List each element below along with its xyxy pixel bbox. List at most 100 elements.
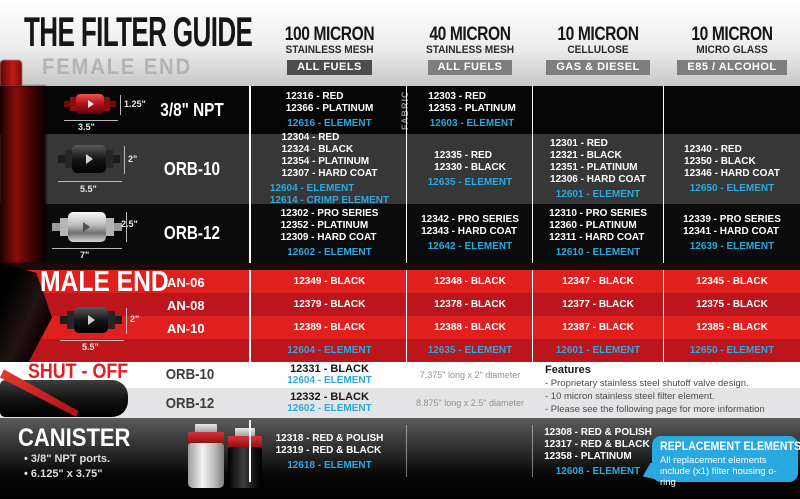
features-items: - Proprietary stainless steel shutoff va… — [545, 378, 765, 415]
canister-photo-black — [228, 428, 262, 488]
part-numbers: 12316 - RED 12366 - PLATINUM — [285, 90, 374, 114]
male-stripe-elements — [0, 339, 800, 362]
column-header-10-micron-microglass: 10 MICRON MICRO GLASS E85 / ALCOHOL — [664, 24, 800, 75]
row-orb12 — [0, 204, 800, 263]
cell-an06-microglass: 12345 - BLACK — [696, 276, 768, 287]
column-separator — [532, 425, 533, 477]
dimension-line — [124, 146, 125, 174]
column-media: STAINLESS MESH — [425, 44, 515, 56]
cell-an06-40micron: 12348 - BLACK — [434, 276, 506, 287]
part-numbers: 12308 - RED & POLISH 12317 - RED & BLACK… — [544, 426, 652, 462]
cell-canister-cellulose: 12308 - RED & POLISH 12317 - RED & BLACK… — [533, 422, 663, 482]
column-media: MICRO GLASS — [696, 44, 768, 56]
cell-orb12-100micron: 12302 - PRO SERIES 12352 - PLATINUM 1230… — [252, 204, 407, 263]
column-header-40-micron: 40 MICRON STAINLESS MESH ALL FUELS — [408, 24, 532, 75]
features-block: Features - Proprietary stainless steel s… — [545, 364, 795, 416]
cell-orb12-microglass: 12339 - PRO SERIES 12341 - HARD COAT 126… — [664, 204, 800, 263]
column-micron: 100 MICRON — [284, 24, 375, 45]
shutoff-row-orb12 — [0, 388, 800, 418]
element-microglass: 12650 - ELEMENT — [689, 345, 775, 356]
column-media: CELLULOSE — [567, 44, 629, 56]
male-band-top-edge — [0, 263, 800, 270]
element-numbers: 12635 - ELEMENT — [427, 176, 513, 188]
part-numbers: 12303 - RED 12353 - PLATINUM — [428, 90, 516, 114]
part-numbers: 12310 - PRO SERIES 12360 - PLATINUM 1231… — [549, 208, 647, 243]
shutoff-title: SHUT - OFF — [28, 360, 129, 383]
shutoff-row-orb10 — [0, 362, 800, 388]
element-numbers: 12602 - ELEMENT — [287, 247, 372, 258]
cell-an08-100micron: 12379 - BLACK — [293, 299, 366, 310]
part-numbers: 12318 - RED & POLISH 12319 - RED & BLACK — [275, 432, 384, 456]
fuel-badge: GAS & DIESEL — [546, 60, 650, 75]
cell-orb10-100micron: 12304 - RED 12324 - BLACK 12354 - PLATIN… — [252, 131, 407, 206]
red-filter-photo-top — [0, 60, 22, 86]
orb10-height-dim: 2" — [128, 154, 138, 164]
element-40micron: 12635 - ELEMENT — [427, 345, 513, 356]
element-numbers: 12618 - ELEMENT — [287, 459, 372, 471]
canister-bracket — [195, 424, 217, 433]
replacement-title: REPLACEMENT ELEMENTS — [660, 441, 800, 453]
canister-body — [188, 443, 224, 488]
canister-bullets: • 3/8" NPT ports. • 6.125" x 3.75" — [24, 453, 111, 480]
male-height-dim: 2" — [130, 314, 140, 324]
dimension-line — [58, 181, 122, 182]
male-stripe-an06 — [0, 270, 800, 293]
dimension-line — [126, 212, 127, 242]
orb10-length-dim: 5.5" — [80, 184, 97, 194]
cell-an10-cellulose: 12387 - BLACK — [562, 322, 634, 333]
orb12-height-dim: 2.5" — [121, 219, 138, 229]
part-numbers: 12335 - RED 12330 - BLACK — [434, 149, 506, 173]
cell-shutoff-orb10: 12331 - BLACK 12604 - ELEMENT — [252, 362, 407, 388]
column-separator — [249, 270, 251, 362]
row-label-npt: 3/8" NPT — [160, 99, 224, 120]
canister-photo-silver — [188, 424, 224, 488]
header: THE FILTER GUIDE FEMALE END 100 MICRON S… — [0, 0, 800, 86]
part-numbers: 12302 - PRO SERIES 12352 - PLATINUM 1230… — [280, 208, 379, 243]
column-media: STAINLESS MESH — [285, 44, 374, 56]
orb10-filter-image — [58, 145, 120, 173]
column-header-10-micron-cellulose: 10 MICRON CELLULOSE GAS & DIESEL — [533, 24, 663, 75]
dimension-line — [120, 95, 121, 115]
column-separator — [406, 425, 407, 477]
column-separator — [532, 270, 533, 362]
page-title: THE FILTER GUIDE — [24, 8, 253, 55]
cell-orb12-cellulose: 12310 - PRO SERIES 12360 - PLATINUM 1231… — [533, 204, 663, 263]
cell-orb12-40micron: 12342 - PRO SERIES 12343 - HARD COAT 126… — [408, 204, 532, 263]
part-numbers: 12304 - RED 12324 - BLACK 12354 - PLATIN… — [281, 131, 378, 179]
dimension-line — [52, 248, 122, 249]
column-separator — [532, 86, 533, 263]
element-numbers: 12616 - ELEMENT — [287, 117, 372, 129]
row-npt — [0, 86, 800, 134]
fuel-badge: ALL FUELS — [427, 60, 513, 75]
element-numbers: 12642 - ELEMENT — [427, 241, 513, 252]
part-number: 12331 - BLACK — [290, 363, 369, 375]
male-filter-image — [60, 307, 122, 333]
dimension-line — [126, 308, 127, 334]
canister-cap — [188, 432, 224, 444]
cell-orb10-cellulose: 12301 - RED 12321 - BLACK 12351 - PLATIN… — [533, 134, 663, 204]
column-separator — [249, 86, 251, 263]
part-numbers: 12340 - RED 12350 - BLACK 12346 - HARD C… — [684, 143, 780, 179]
part-numbers: 12339 - PRO SERIES 12341 - HARD COAT — [683, 214, 781, 237]
cell-an08-microglass: 12375 - BLACK — [696, 299, 768, 310]
cell-npt-100micron: 12316 - RED 12366 - PLATINUM 12616 - ELE… — [252, 86, 407, 134]
element-numbers: 12601 - ELEMENT — [555, 188, 641, 200]
dimension-line — [64, 120, 118, 121]
cell-orb10-microglass: 12340 - RED 12350 - BLACK 12346 - HARD C… — [664, 134, 800, 204]
element-numbers: 12608 - ELEMENT — [555, 465, 641, 477]
cell-an10-40micron: 12388 - BLACK — [434, 322, 506, 333]
row-orb10 — [0, 134, 800, 204]
male-length-dim: 5.5" — [82, 342, 99, 352]
red-filter-photo — [0, 86, 46, 263]
cell-orb10-40micron: 12335 - RED 12330 - BLACK 12635 - ELEMEN… — [408, 134, 532, 204]
orb12-length-dim: 7" — [80, 250, 90, 260]
row-label-orb12: ORB-12 — [163, 223, 221, 243]
size-note-orb10: 7.375" long x 2" diameter — [419, 370, 521, 380]
element-cellulose: 12601 - ELEMENT — [555, 345, 641, 356]
element-numbers: 12639 - ELEMENT — [689, 241, 775, 252]
npt-filter-image — [64, 94, 116, 114]
dimension-line — [60, 340, 124, 341]
page-subtitle: FEMALE END — [42, 54, 192, 79]
cell-an10-microglass: 12385 - BLACK — [696, 322, 768, 333]
